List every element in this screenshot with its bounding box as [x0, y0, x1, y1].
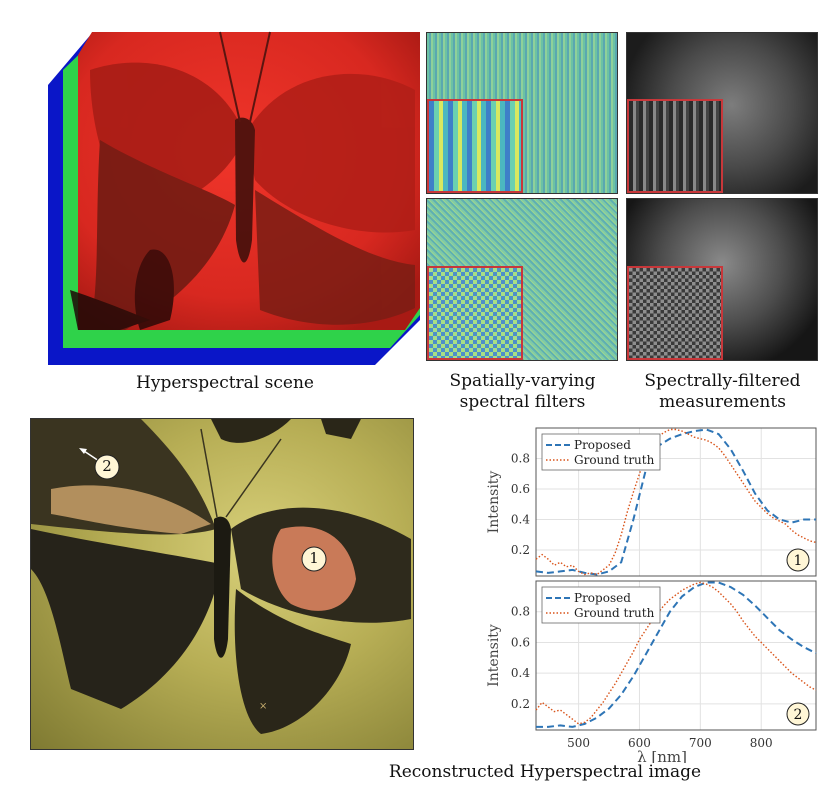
y-tick-label: 0.8 [511, 452, 530, 466]
series-line-proposed [536, 581, 817, 728]
butterfly-body [214, 516, 231, 658]
butterfly-silhouette [70, 62, 415, 330]
filter-panel-bottom [426, 198, 618, 361]
measurement-panel-top-inset [627, 99, 723, 193]
legend-label: Proposed [574, 591, 631, 605]
marker-2-arrowhead [79, 448, 87, 454]
cube-svg [48, 31, 420, 365]
marker-2-circle [94, 454, 120, 480]
x-tick-label: 800 [750, 736, 773, 750]
wing-bottom-left [31, 529, 221, 709]
reconstructed-butterfly-svg: × [31, 419, 411, 734]
measurement-panel-bottom [626, 198, 818, 361]
x-axis-label: λ [nm] [637, 748, 687, 763]
y-tick-label: 0.4 [511, 666, 530, 680]
ground-truth-marker-x: × [259, 701, 267, 712]
plot-frame [535, 580, 817, 731]
chart-badge-circle [786, 702, 810, 726]
y-axis-label: Intensity [486, 624, 502, 687]
measurement-panel-bottom-inset [627, 266, 723, 360]
filter-panel-bottom-inset [427, 266, 523, 360]
chart-badge-label: 1 [794, 553, 803, 569]
caption-filtered-measurements: Spectrally-filtered measurements [644, 371, 801, 412]
antenna-right-rec [225, 438, 282, 518]
shadow-top-right [321, 419, 361, 439]
y-tick-label: 0.2 [511, 697, 530, 711]
marker-1-circle [301, 546, 327, 572]
chart-badge-circle [786, 548, 810, 572]
measurement-panel-top [626, 32, 818, 194]
marker-1-label: 1 [309, 549, 319, 567]
y-tick-label: 0.6 [511, 482, 530, 496]
chart-badge-label: 2 [794, 707, 803, 723]
y-tick-label: 0.2 [511, 543, 530, 557]
series-line-ground-truth [535, 428, 817, 576]
series-line-proposed [535, 428, 816, 576]
hyperspectral-scene-cube [30, 30, 420, 365]
legend-label: Proposed [574, 438, 631, 452]
reconstructed-image: × 2 1 [30, 418, 414, 750]
shadow-top [211, 419, 291, 443]
antenna-right [249, 31, 271, 123]
antenna-left-rec [200, 428, 218, 518]
x-tick-label: 700 [689, 736, 712, 750]
legend-label: Ground truth [574, 606, 655, 620]
legend-label: Ground truth [574, 453, 655, 467]
y-tick-label: 0.6 [511, 635, 530, 649]
y-axis-label: Intensity [486, 471, 502, 534]
legend-box [541, 586, 661, 624]
caption-hyperspectral-scene: Hyperspectral scene [136, 373, 314, 393]
filter-panel-top [426, 32, 618, 194]
y-tick-label: 0.4 [511, 513, 530, 527]
x-tick-label: 600 [628, 736, 651, 750]
wing-bottom-right [234, 589, 351, 734]
legend-box [541, 433, 661, 471]
caption-spectral-filters: Spatially-varying spectral filters [449, 371, 596, 412]
y-tick-label: 0.8 [511, 605, 530, 619]
caption-reconstructed: Reconstructed Hyperspectral image [388, 762, 702, 782]
x-tick-label: 500 [567, 736, 590, 750]
filter-panel-top-inset [427, 99, 523, 193]
antenna-left [219, 31, 241, 123]
plot-frame [535, 427, 817, 577]
wing-top-left-band [51, 485, 211, 534]
marker-2-label: 2 [102, 457, 112, 475]
